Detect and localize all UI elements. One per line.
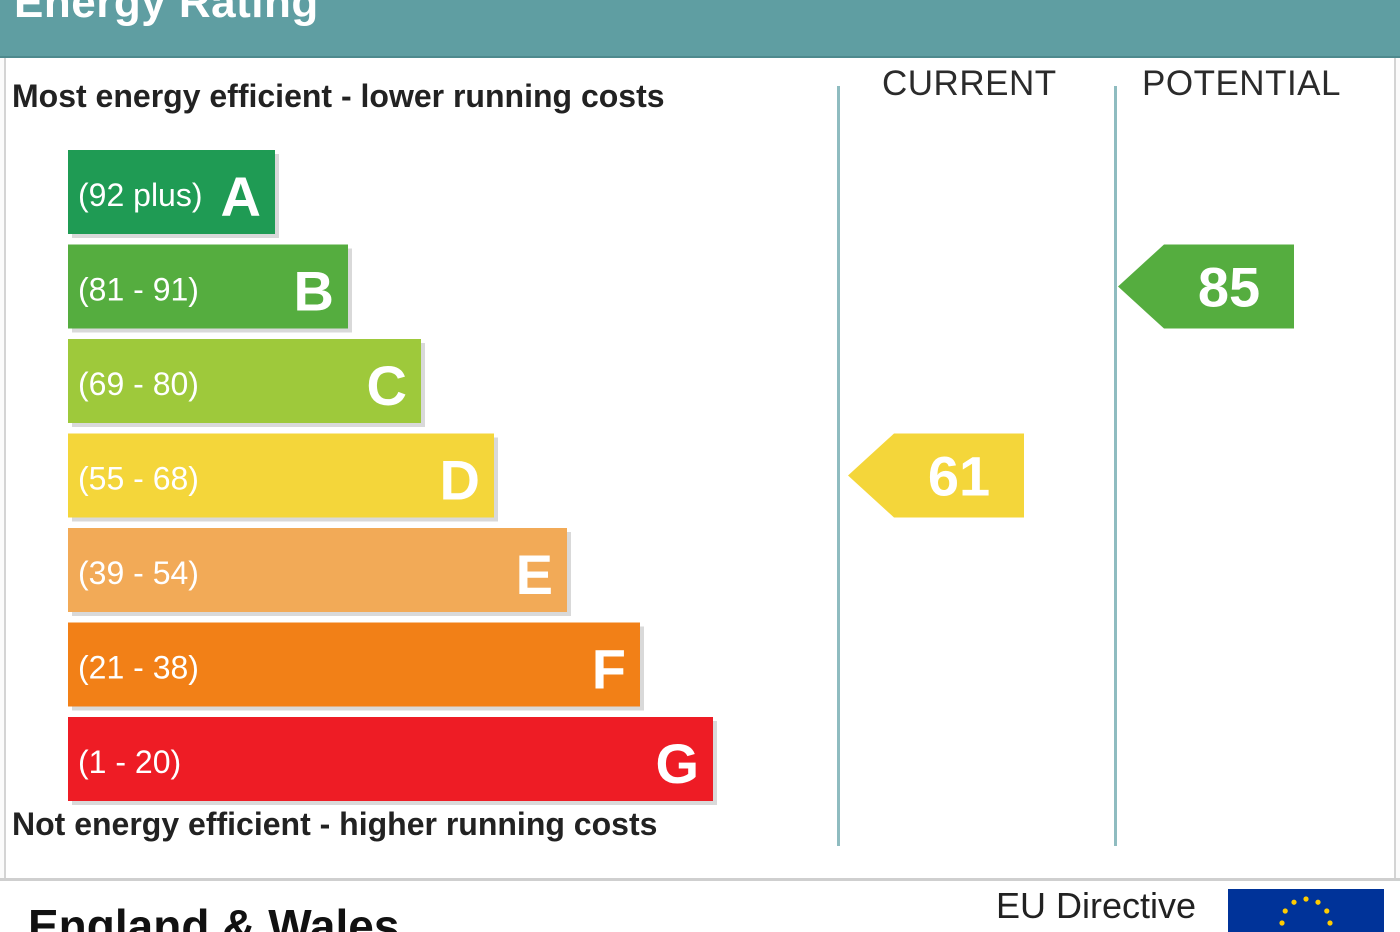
eu-star <box>1315 900 1320 905</box>
band-f: (21 - 38) F <box>68 623 644 711</box>
band-range-label: (39 - 54) <box>78 555 199 591</box>
eu-stars-icon <box>1228 889 1384 932</box>
band-d: (55 - 68) D <box>68 434 498 522</box>
band-letter-label: D <box>440 449 480 512</box>
chart-footer: England & Wales EU Directive <box>0 878 1400 932</box>
band-range-label: (92 plus) <box>78 177 203 213</box>
eu-star <box>1283 908 1288 913</box>
band-range-label: (81 - 91) <box>78 272 199 308</box>
band-a: (92 plus) A <box>68 150 279 238</box>
current-rating-arrow: 61 <box>848 434 1024 518</box>
footer-region: England & Wales <box>28 899 399 932</box>
band-letter-label: A <box>221 165 261 228</box>
band-letter-label: E <box>516 543 553 606</box>
band-b: (81 - 91) B <box>68 245 352 333</box>
band-letter-label: G <box>655 732 699 795</box>
eu-star <box>1279 920 1284 925</box>
band-range-label: (21 - 38) <box>78 650 199 686</box>
eu-star <box>1327 920 1332 925</box>
footer-directive: EU Directive <box>996 885 1196 927</box>
band-g: (1 - 20) G <box>68 717 717 805</box>
eu-star <box>1324 908 1329 913</box>
potential-rating-arrow-value: 85 <box>1198 256 1260 319</box>
band-range-label: (1 - 20) <box>78 744 181 780</box>
current-rating-arrow-value: 61 <box>928 445 990 508</box>
band-range-label: (55 - 68) <box>78 461 199 497</box>
band-e: (39 - 54) E <box>68 528 571 616</box>
band-letter-label: F <box>592 638 626 701</box>
eu-flag-icon <box>1228 889 1384 932</box>
band-range-label: (69 - 80) <box>78 366 199 402</box>
band-letter-label: B <box>294 260 334 323</box>
potential-rating-arrow: 85 <box>1118 245 1294 329</box>
eu-star <box>1303 896 1308 901</box>
eu-star <box>1291 900 1296 905</box>
band-letter-label: C <box>367 354 407 417</box>
band-c: (69 - 80) C <box>68 339 425 427</box>
